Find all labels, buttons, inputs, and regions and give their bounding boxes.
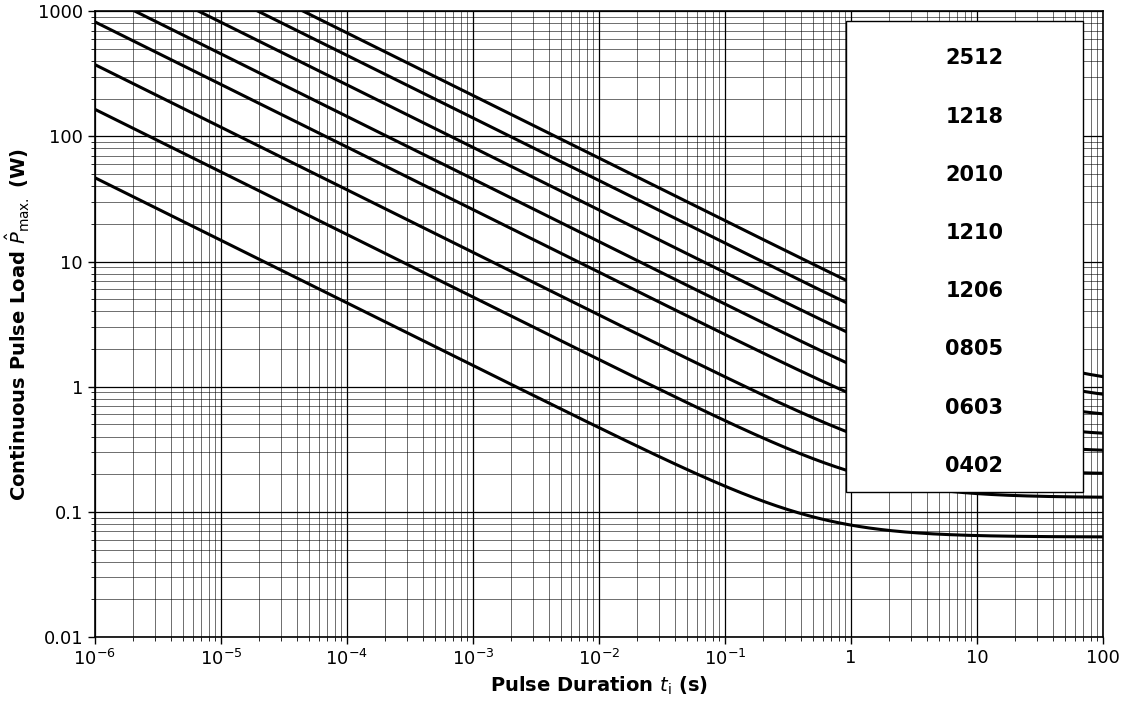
X-axis label: Pulse Duration $t_\mathrm{i}$ (s): Pulse Duration $t_\mathrm{i}$ (s) [490,674,708,697]
Text: 0402: 0402 [945,456,1004,476]
Text: 2010: 2010 [945,165,1004,185]
Y-axis label: Continuous Pulse Load $\hat{P}_\mathrm{max.}$ (W): Continuous Pulse Load $\hat{P}_\mathrm{m… [4,148,33,501]
Text: 1206: 1206 [945,281,1004,301]
FancyBboxPatch shape [846,20,1082,493]
Text: 0603: 0603 [945,397,1004,418]
Text: 0805: 0805 [945,339,1004,360]
Text: 1210: 1210 [945,223,1004,243]
Text: 1218: 1218 [945,107,1004,127]
Text: 2512: 2512 [945,48,1004,69]
